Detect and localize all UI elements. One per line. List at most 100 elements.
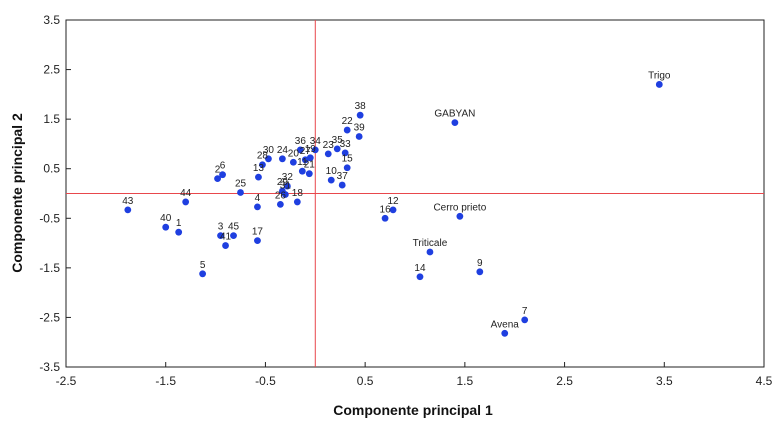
x-axis-label: Componente principal 1: [333, 402, 493, 418]
x-tick-label: 2.5: [556, 374, 573, 388]
data-point-label: 7: [522, 306, 528, 317]
y-tick-label: -0.5: [39, 211, 60, 225]
data-point: [476, 268, 484, 276]
data-point-label: 39: [354, 122, 366, 133]
data-points: [124, 81, 663, 337]
y-tick-label: 1.5: [43, 112, 60, 126]
x-tick-label: 4.5: [756, 374, 773, 388]
data-point-label: 40: [160, 213, 172, 224]
data-point: [341, 149, 349, 157]
data-point: [501, 329, 509, 337]
y-tick-label: 3.5: [43, 13, 60, 27]
data-point-label: 34: [310, 136, 322, 147]
data-point: [389, 206, 397, 214]
data-point-label: 35: [332, 135, 344, 146]
data-point: [265, 155, 272, 163]
data-point: [219, 171, 226, 179]
data-point: [301, 156, 309, 164]
data-point: [343, 164, 351, 172]
data-point-label: 31: [280, 180, 292, 191]
data-point: [343, 126, 351, 134]
data-point-label: 14: [414, 263, 426, 274]
data-point-label: 30: [263, 145, 275, 156]
data-point-label: 23: [323, 140, 335, 151]
data-point: [259, 161, 266, 169]
data-point: [276, 201, 284, 208]
data-point-label: 10: [326, 166, 338, 177]
data-point-label: 17: [252, 227, 264, 238]
data-point-label: 45: [228, 222, 240, 233]
data-point-label: 19: [305, 144, 317, 155]
data-point: [293, 198, 301, 206]
data-point-label: Cerro prieto: [433, 202, 486, 213]
x-tick-label: 0.5: [357, 374, 374, 388]
data-point: [162, 223, 170, 231]
data-point: [175, 228, 183, 236]
data-point: [255, 173, 262, 181]
data-point: [283, 182, 291, 190]
data-point: [655, 81, 663, 88]
data-point-label: 24: [277, 145, 289, 156]
data-point-label: 6: [220, 161, 226, 172]
data-point: [324, 150, 332, 158]
data-point-label: 33: [340, 139, 352, 150]
data-point-label: 36: [295, 136, 307, 147]
data-point-label: 41: [220, 232, 232, 243]
data-point-label: 26: [275, 190, 287, 201]
data-point-label: 43: [122, 196, 134, 207]
data-point-label: 18: [292, 188, 304, 199]
data-point-label: 11: [297, 157, 308, 168]
data-point-label: 29: [277, 177, 289, 188]
data-point-label: 25: [235, 179, 247, 190]
y-tick-label: 2.5: [43, 63, 60, 77]
data-point: [416, 273, 424, 281]
data-point-label: 38: [355, 101, 367, 112]
data-point: [456, 212, 464, 220]
data-point: [296, 146, 304, 154]
data-point-label: Avena: [491, 319, 520, 330]
data-point: [381, 214, 389, 222]
y-tick-label: -1.5: [39, 261, 60, 275]
data-point: [305, 170, 313, 178]
data-point: [254, 237, 261, 244]
data-point-label: 21: [304, 160, 316, 171]
x-tick-label: -0.5: [255, 374, 276, 388]
y-tick-label: -2.5: [39, 310, 60, 324]
data-point-label: 27: [300, 146, 312, 157]
data-point: [254, 203, 261, 211]
data-point: [199, 270, 207, 278]
data-point: [124, 206, 132, 214]
data-point: [355, 133, 363, 140]
y-tick-label: -3.5: [39, 360, 60, 374]
data-point-label: 37: [337, 171, 349, 182]
data-point: [222, 242, 229, 249]
data-point-label: Triticale: [413, 238, 448, 249]
data-point: [278, 155, 286, 163]
data-point-label: 32: [282, 172, 294, 183]
data-point-label: 20: [288, 148, 300, 159]
x-axis-ticks: -2.5 -1.5 -0.5 0.5 1.5 2.5 3.5 4.5: [56, 362, 773, 388]
data-point-label: 2: [215, 165, 221, 176]
data-point: [426, 248, 434, 256]
data-point: [521, 316, 529, 324]
x-tick-label: -2.5: [56, 374, 77, 388]
x-tick-label: -1.5: [155, 374, 176, 388]
x-tick-label: 1.5: [457, 374, 474, 388]
data-point: [311, 146, 319, 154]
y-axis-label: Componente principal 2: [9, 113, 25, 273]
data-point-label: GABYAN: [434, 109, 475, 120]
data-point-label: 15: [342, 154, 354, 165]
y-tick-label: 0.5: [43, 162, 60, 176]
data-point: [214, 175, 221, 183]
data-point-label: 22: [342, 116, 354, 127]
data-point-label: Trigo: [648, 70, 671, 81]
reference-lines: [66, 20, 764, 367]
data-point: [217, 232, 224, 240]
data-point: [281, 191, 289, 198]
data-point-label: 28: [257, 151, 269, 162]
data-point-label: 4: [255, 193, 261, 204]
data-point: [289, 158, 297, 166]
